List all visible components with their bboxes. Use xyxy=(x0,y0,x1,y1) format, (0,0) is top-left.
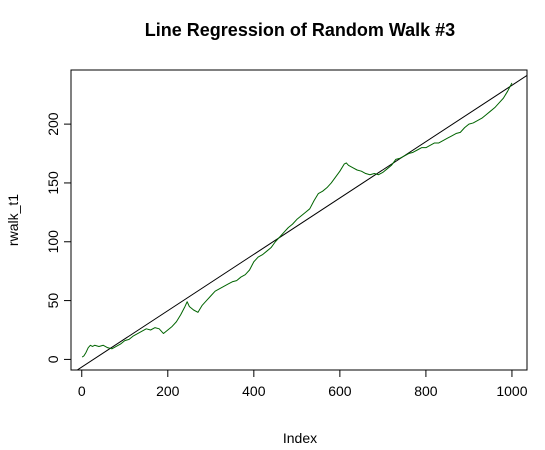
x-tick-label: 400 xyxy=(242,383,266,399)
y-tick-label: 150 xyxy=(45,171,61,195)
x-axis: 0 200 400 600 800 1000 xyxy=(78,369,528,399)
x-tick-label: 0 xyxy=(78,383,86,399)
x-axis-label: Index xyxy=(283,430,317,446)
y-tick-label: 0 xyxy=(45,355,61,363)
regression-line xyxy=(76,75,527,370)
y-axis-label: rwalk_t1 xyxy=(5,194,21,246)
x-tick-label: 600 xyxy=(328,383,352,399)
y-axis: 0 50 100 150 200 xyxy=(45,112,72,363)
chart-title: Line Regression of Random Walk #3 xyxy=(145,20,455,40)
plot-frame xyxy=(70,69,528,371)
y-tick-label: 50 xyxy=(45,293,61,309)
x-tick-label: 1000 xyxy=(496,383,527,399)
series-line xyxy=(81,82,513,358)
x-tick-label: 200 xyxy=(156,383,180,399)
y-tick-label: 200 xyxy=(45,112,61,136)
y-tick-label: 100 xyxy=(45,230,61,254)
plot-marks xyxy=(76,75,527,370)
x-tick-label: 800 xyxy=(414,383,438,399)
